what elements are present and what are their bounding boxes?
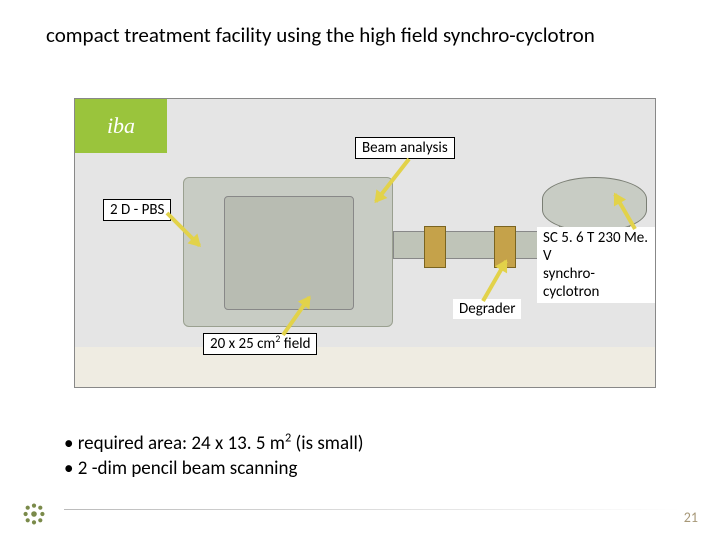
bullet-item: required area: 24 x 13. 5 m2 (is small) [64,432,364,455]
diagram-floor [75,347,655,387]
label-sc-line1: SC 5. 6 T 230 Me. V [543,229,648,265]
bullet-item: 2 -dim pencil beam scanning [64,457,364,480]
bullet-list: required area: 24 x 13. 5 m2 (is small) … [64,432,364,482]
label-sc-line2: synchro-cyclotron [543,265,599,301]
label-field-pre: 20 x 25 cm [210,335,275,353]
footer-divider [64,509,680,510]
bullet-pre: 2 -dim pencil beam scanning [78,457,298,480]
page-number: 21 [684,509,698,526]
label-field-post: field [280,335,310,353]
gantry-shape [183,177,393,327]
arrow-degrader [481,260,507,302]
bullet-post: (is small) [291,432,363,455]
facility-diagram: iba Beam analysis 2 D - PBS SC 5. 6 T 23… [74,98,656,388]
label-degrader: Degrader [453,299,521,319]
slide: compact treatment facility using the hig… [0,0,720,540]
slide-title: compact treatment facility using the hig… [46,22,700,48]
label-synchro-cyclotron: SC 5. 6 T 230 Me. V synchro-cyclotron [537,227,655,303]
bullet-pre: required area: 24 x 13. 5 m [78,432,285,455]
label-beam-analysis: Beam analysis [355,137,455,159]
label-field-size: 20 x 25 cm2 field [203,333,317,355]
footer-burst-icon [20,500,48,528]
gantry-inner-shape [224,196,354,310]
label-2d-pbs: 2 D - PBS [103,199,171,221]
iba-logo: iba [75,99,167,153]
iba-logo-text: iba [107,113,135,139]
